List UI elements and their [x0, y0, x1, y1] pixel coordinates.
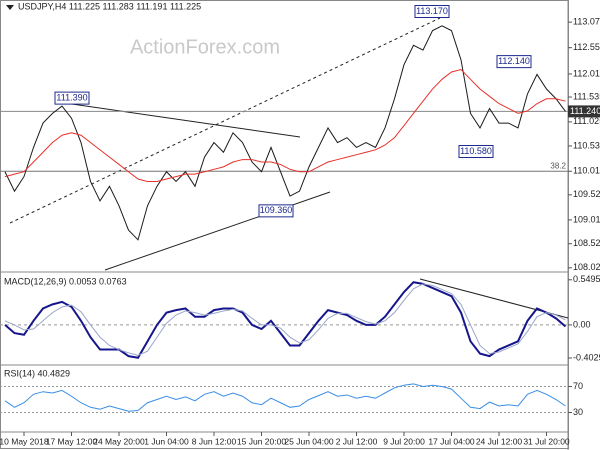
annotation-box	[414, 5, 450, 19]
current-price-label: 111.240	[570, 106, 600, 116]
y-tick-label: 109.525	[573, 189, 600, 199]
y-tick-label: 70	[573, 381, 583, 391]
trend-channel	[9, 17, 441, 224]
chart-title: USDJPY,H4 111.225 111.283 111.191 111.22…	[18, 1, 201, 11]
symbol-arrow	[6, 5, 14, 10]
x-tick-label: 2 Jul 12:00	[336, 436, 378, 446]
x-tick-label: 31 Jul 20:00	[523, 436, 570, 446]
annotation-label: 109.360	[260, 205, 293, 215]
annotation-box	[54, 91, 90, 105]
rsi-title: RSI(14) 40.4829	[4, 368, 70, 378]
macd-line	[4, 281, 567, 359]
x-tick-label: 10 May 2018	[0, 436, 49, 446]
x-tick-label: 1 Jun 04:00	[144, 436, 189, 446]
y-tick-label: 108.520	[573, 238, 600, 248]
y-tick-label: 110.010	[573, 166, 600, 176]
annotation-box	[458, 145, 494, 159]
trend-line	[64, 102, 301, 138]
current-price-box	[568, 105, 600, 118]
y-tick-label: 113.075	[573, 17, 600, 27]
annotation-label: 112.140	[498, 56, 530, 66]
macd-title: MACD(12,26,9) 0.0053 0.0763	[4, 276, 127, 286]
x-tick-label: 15 Jun 20:00	[237, 436, 286, 446]
y-tick-label: 0.5495	[573, 274, 600, 284]
x-tick-label: 24 Jul 12:00	[476, 436, 523, 446]
annotation-box	[258, 204, 294, 218]
annotation-box	[496, 55, 532, 69]
y-tick-label: 30	[573, 407, 583, 417]
fib-label: 38.2	[550, 161, 566, 170]
y-tick-label: 111.535	[573, 91, 600, 101]
x-tick-label: 8 Jun 12:00	[192, 436, 237, 446]
price-line	[4, 69, 566, 182]
y-tick-label: 108.025	[573, 262, 600, 272]
watermark: ActionForex.com	[130, 36, 280, 58]
y-tick-label: 110.530	[573, 140, 600, 150]
x-tick-label: 24 May 20:00	[93, 436, 145, 446]
x-tick-label: 25 Jun 04:00	[284, 436, 333, 446]
rsi-line	[4, 383, 566, 412]
macd-line	[4, 283, 566, 356]
price-line	[4, 25, 566, 241]
x-tick-label: 17 Jul 04:00	[428, 436, 475, 446]
x-tick-label: 9 Jul 20:00	[383, 436, 425, 446]
annotation-label: 110.580	[460, 146, 492, 156]
y-tick-label: 112.010	[573, 68, 600, 78]
y-tick-label: 0.00	[573, 319, 591, 329]
y-tick-label: 112.550	[573, 42, 600, 52]
trend-line	[104, 191, 331, 271]
annotation-label: 113.170	[416, 6, 448, 16]
frame	[0, 0, 569, 449]
y-tick-label: 111.025	[573, 116, 600, 126]
y-tick-label: -0.4029	[573, 352, 600, 362]
y-tick-label: 109.010	[573, 214, 600, 224]
annotation-label: 111.390	[56, 92, 87, 102]
x-tick-label: 17 May 12:00	[46, 436, 98, 446]
